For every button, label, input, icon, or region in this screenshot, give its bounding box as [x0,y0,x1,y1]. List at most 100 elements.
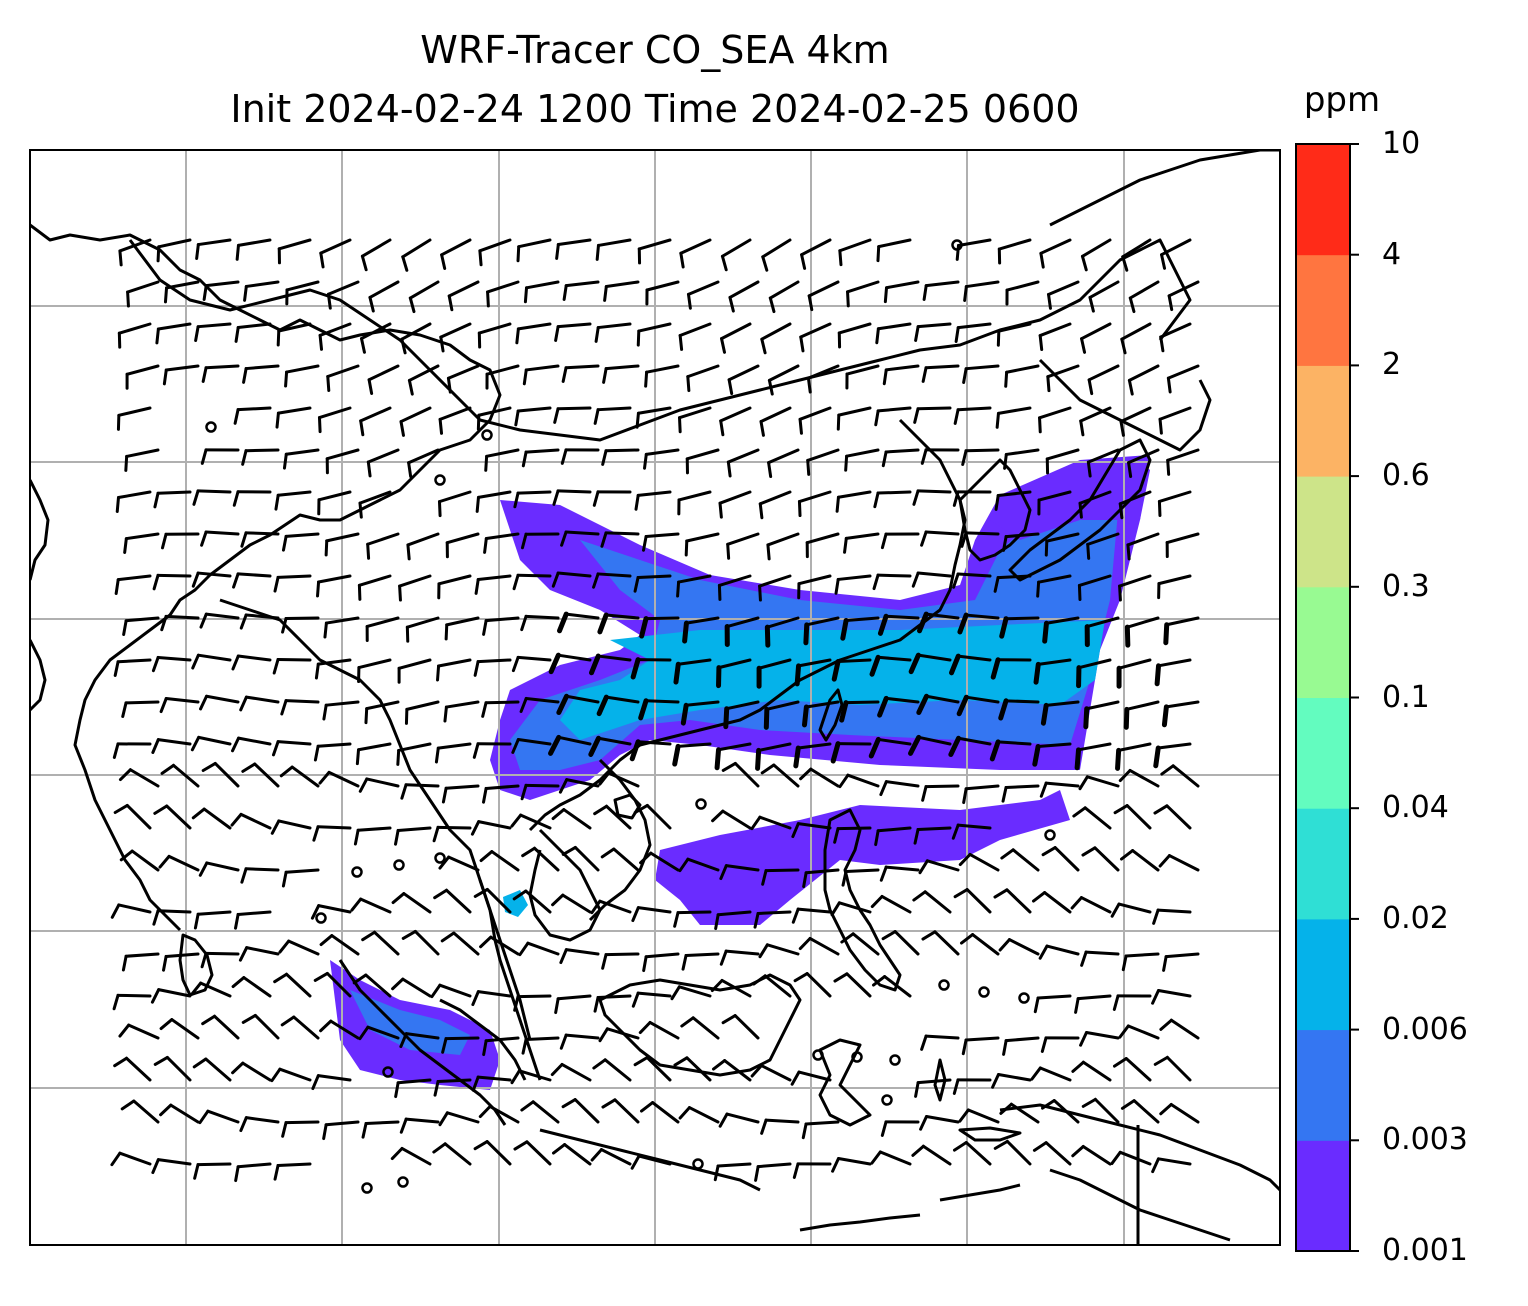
wind-barb-shaft [128,768,160,788]
wind-barb-icon [1078,775,1120,791]
wind-barb-feather [803,622,810,646]
wind-barb-feather [191,653,200,670]
wind-barb-icon [592,572,632,589]
wind-barb-icon [998,698,1040,721]
wind-barb-shaft [997,322,1032,333]
wind-barb-feather [560,448,568,465]
wind-barb-icon [846,280,880,308]
wind-barb-shaft [883,975,912,998]
wind-barb-feather [355,748,361,766]
wind-barb-feather [401,929,417,940]
wind-barb-icon [350,897,392,914]
wind-barb-icon [470,820,512,836]
wind-barb-icon [155,322,192,345]
wind-barb-shaft [804,1120,840,1126]
wind-barb-shaft [676,742,712,748]
wind-barb-icon [558,778,600,794]
wind-barb-feather [880,1120,888,1137]
wind-barb-icon [920,448,960,465]
wind-barb-feather [1153,804,1169,815]
wind-barb-icon [555,238,592,260]
wind-barb-feather [993,1139,1009,1150]
wind-barb-feather [192,489,200,506]
wind-barb-icon [952,1078,992,1095]
wind-barb-feather [366,542,371,560]
wind-barb-feather [358,1025,370,1041]
wind-barb-icon [281,616,320,634]
wind-barb-feather [594,326,600,343]
wind-barb-feather [753,911,760,929]
wind-barb-shaft [761,238,792,259]
wind-barb-shaft [560,1062,592,1082]
wind-barb-icon [953,406,992,425]
wind-barb-shaft [253,1013,280,1040]
wind-barb-icon [635,406,672,429]
wind-barb-icon [763,700,800,730]
wind-barb-shaft [170,1018,200,1040]
wind-barb-shaft [644,699,680,704]
wind-barb-shaft [290,765,320,788]
wind-barb-icon [437,490,472,518]
wind-barb-feather [678,333,684,351]
wind-barb-shaft [971,933,1000,956]
wind-barb-feather [1120,337,1127,355]
wind-barb-feather [916,693,930,716]
wind-barb-feather [601,953,608,970]
wind-barb-feather [234,912,240,930]
wind-barb-feather [318,770,331,785]
wind-barb-feather [1071,1144,1085,1158]
wind-barb-icon [560,530,600,547]
wind-barb-icon [239,695,280,712]
wind-barb-icon [1030,1066,1072,1082]
wind-barb-feather [874,409,880,427]
wind-barb-shaft [996,740,1032,746]
wind-barb-icon [879,865,920,882]
coastline-sri-lanka [178,933,214,997]
wind-barb-icon [1081,1097,1120,1124]
wind-barb-feather [994,494,1000,511]
wind-barb-shaft [277,238,312,251]
wind-barb-icon [911,571,952,588]
wind-barb-icon [870,1150,912,1166]
wind-barb-icon [231,1061,272,1082]
wind-barb-icon [1041,846,1080,872]
wind-barb-icon [1046,364,1080,393]
wind-barb-feather [152,573,160,591]
wind-barb-shaft [719,406,752,423]
wind-barb-feather [911,571,920,588]
wind-barb-icon [594,322,632,343]
wind-barb-icon [806,364,840,394]
colorbar-tick-label: 0.02 [1382,900,1449,936]
wind-barb-feather [831,659,841,682]
wind-barb-feather [1032,743,1041,767]
wind-barb-feather [629,739,641,762]
wind-barb-icon [357,574,392,601]
wind-barb-icon [1045,448,1080,475]
wind-barb-feather [1074,747,1082,771]
wind-barb-icon [961,1036,1000,1056]
wind-barb-icon [110,1151,152,1167]
wind-barb-icon [281,532,320,552]
wind-barb-feather [1118,584,1122,602]
wind-barb-feather [798,936,812,951]
wind-barb-icon [767,448,800,479]
wind-barb-icon [920,530,960,547]
wind-barb-feather [190,735,201,752]
wind-barb-feather [198,861,209,877]
wind-barb-shaft [357,658,392,670]
wind-barb-feather [552,1143,567,1155]
wind-barb-shaft [373,930,400,956]
wind-barb-icon [639,616,680,639]
wind-barb-icon [121,700,160,718]
wind-barb-shaft [1159,322,1192,339]
wind-barb-shaft [916,406,952,411]
wind-barb-shaft [956,406,992,412]
wind-barb-icon [598,771,640,788]
wind-barb-icon [721,761,760,788]
wind-barb-icon [681,952,720,971]
wind-barb-feather [271,740,280,757]
wind-barb-shaft [1169,1102,1200,1124]
wind-barb-feather [948,735,962,758]
wind-barb-icon [883,280,920,304]
wind-barb-shaft [236,910,272,916]
